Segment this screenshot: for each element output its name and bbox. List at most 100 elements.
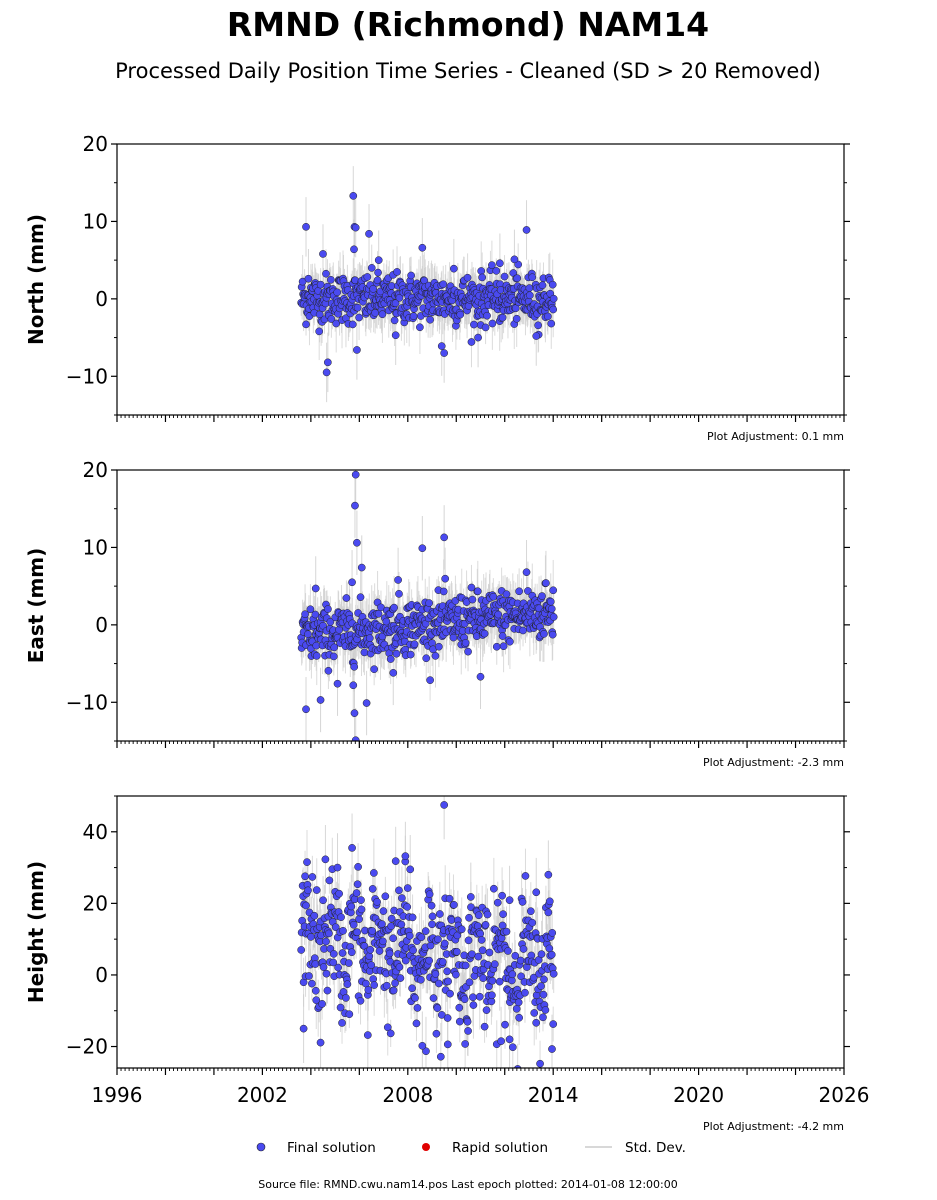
final-solution-point: [365, 634, 374, 643]
y-tick-label: 20: [83, 891, 108, 915]
final-solution-point: [408, 984, 416, 993]
final-solution-point: [504, 947, 512, 955]
final-solution-point: [516, 956, 525, 965]
final-solution-point: [382, 617, 391, 626]
x-tick-label: 2020: [673, 1083, 724, 1107]
final-solution-point: [311, 986, 320, 995]
final-solution-point: [440, 939, 449, 948]
final-solution-point: [485, 948, 494, 957]
final-solution-point: [353, 346, 361, 354]
final-solution-point: [401, 852, 410, 860]
final-solution-point: [349, 192, 358, 200]
final-solution-point: [435, 910, 444, 918]
final-solution-point: [350, 662, 359, 671]
final-solution-point: [316, 1038, 325, 1047]
final-solution-point: [522, 568, 531, 577]
final-solution-point: [461, 961, 470, 970]
final-solution-point: [382, 981, 391, 990]
final-solution-point: [477, 936, 486, 944]
final-solution-point: [444, 977, 452, 986]
final-solution-points: [297, 470, 558, 741]
final-solution-point: [505, 1035, 514, 1044]
final-solution-point: [539, 990, 548, 999]
final-solution-point: [440, 533, 448, 542]
final-solution-point: [421, 927, 430, 935]
final-solution-point: [308, 873, 317, 881]
final-solution-point: [508, 970, 517, 979]
final-solution-point: [539, 1013, 547, 1022]
final-solution-point: [432, 1029, 441, 1038]
final-solution-point: [488, 261, 496, 269]
final-solution-point: [374, 256, 383, 264]
final-solution-point: [302, 222, 310, 231]
final-solution-point: [398, 894, 406, 902]
final-solution-point: [374, 609, 383, 618]
x-tick-label: 1996: [92, 1083, 143, 1107]
final-solution-point: [528, 918, 537, 927]
final-solution-point: [393, 268, 401, 276]
final-solution-point: [413, 1004, 422, 1012]
final-solution-point: [521, 872, 530, 880]
final-solution-point: [371, 308, 379, 317]
final-solution-point: [350, 709, 359, 717]
final-solution-point: [311, 960, 320, 968]
final-solution-point: [495, 977, 504, 986]
final-solution-point: [389, 986, 398, 995]
final-solution-point: [312, 652, 321, 660]
final-solution-point: [321, 855, 330, 864]
final-solution-point: [335, 889, 343, 898]
final-solution-point: [374, 268, 382, 277]
final-solution-point: [418, 1041, 427, 1050]
final-solution-point: [541, 1006, 550, 1014]
final-solution-point: [412, 1019, 421, 1028]
final-solution-point: [327, 275, 335, 284]
final-solution-point: [443, 967, 451, 976]
final-solution-point: [325, 929, 333, 938]
final-solution-point: [397, 920, 406, 929]
final-solution-point: [425, 956, 433, 965]
chart-title: RMND (Richmond) NAM14: [227, 5, 709, 44]
final-solution-point: [422, 1047, 430, 1056]
final-solution-point: [349, 681, 358, 690]
source-footer: Source file: RMND.cwu.nam14.pos Last epo…: [258, 1178, 678, 1191]
final-solution-point: [365, 229, 373, 238]
final-solution-point: [425, 599, 433, 607]
final-solution-point: [329, 950, 338, 958]
y-axis: −20 0 20 40: [66, 795, 850, 1059]
final-solution-point: [378, 310, 387, 319]
y-tick-label: 20: [83, 132, 108, 156]
final-solution-point: [526, 907, 535, 916]
final-solution-point: [481, 323, 490, 332]
final-solution-point: [434, 935, 442, 944]
final-solution-point: [513, 274, 522, 283]
final-solution-point: [362, 699, 371, 707]
final-solution-point: [353, 880, 362, 889]
final-solution-point: [494, 610, 503, 619]
final-solution-point: [319, 896, 327, 905]
final-solution-point: [302, 320, 310, 329]
y-tick-label: 0: [95, 963, 108, 987]
final-solution-point: [461, 1040, 469, 1048]
final-solution-point: [304, 630, 312, 639]
final-solution-point: [512, 1004, 521, 1013]
final-solution-point: [538, 592, 546, 600]
final-solution-point: [436, 1052, 445, 1061]
final-solution-point: [322, 937, 330, 946]
final-solution-point: [332, 319, 341, 328]
final-solution-point: [544, 870, 553, 879]
final-solution-point: [390, 316, 399, 325]
final-solution-point: [474, 333, 482, 342]
final-solution-point: [519, 626, 527, 635]
final-solution-point: [410, 640, 419, 649]
final-solution-point: [367, 961, 376, 969]
final-solution-point: [455, 1017, 464, 1026]
final-solution-point: [351, 736, 360, 741]
final-solution-point: [337, 913, 345, 922]
final-solution-point: [315, 327, 324, 336]
final-solution-point: [363, 1031, 372, 1039]
final-solution-point: [336, 1003, 345, 1012]
final-solution-point: [460, 995, 469, 1004]
final-solution-point: [408, 913, 417, 922]
final-solution-point: [435, 979, 443, 988]
